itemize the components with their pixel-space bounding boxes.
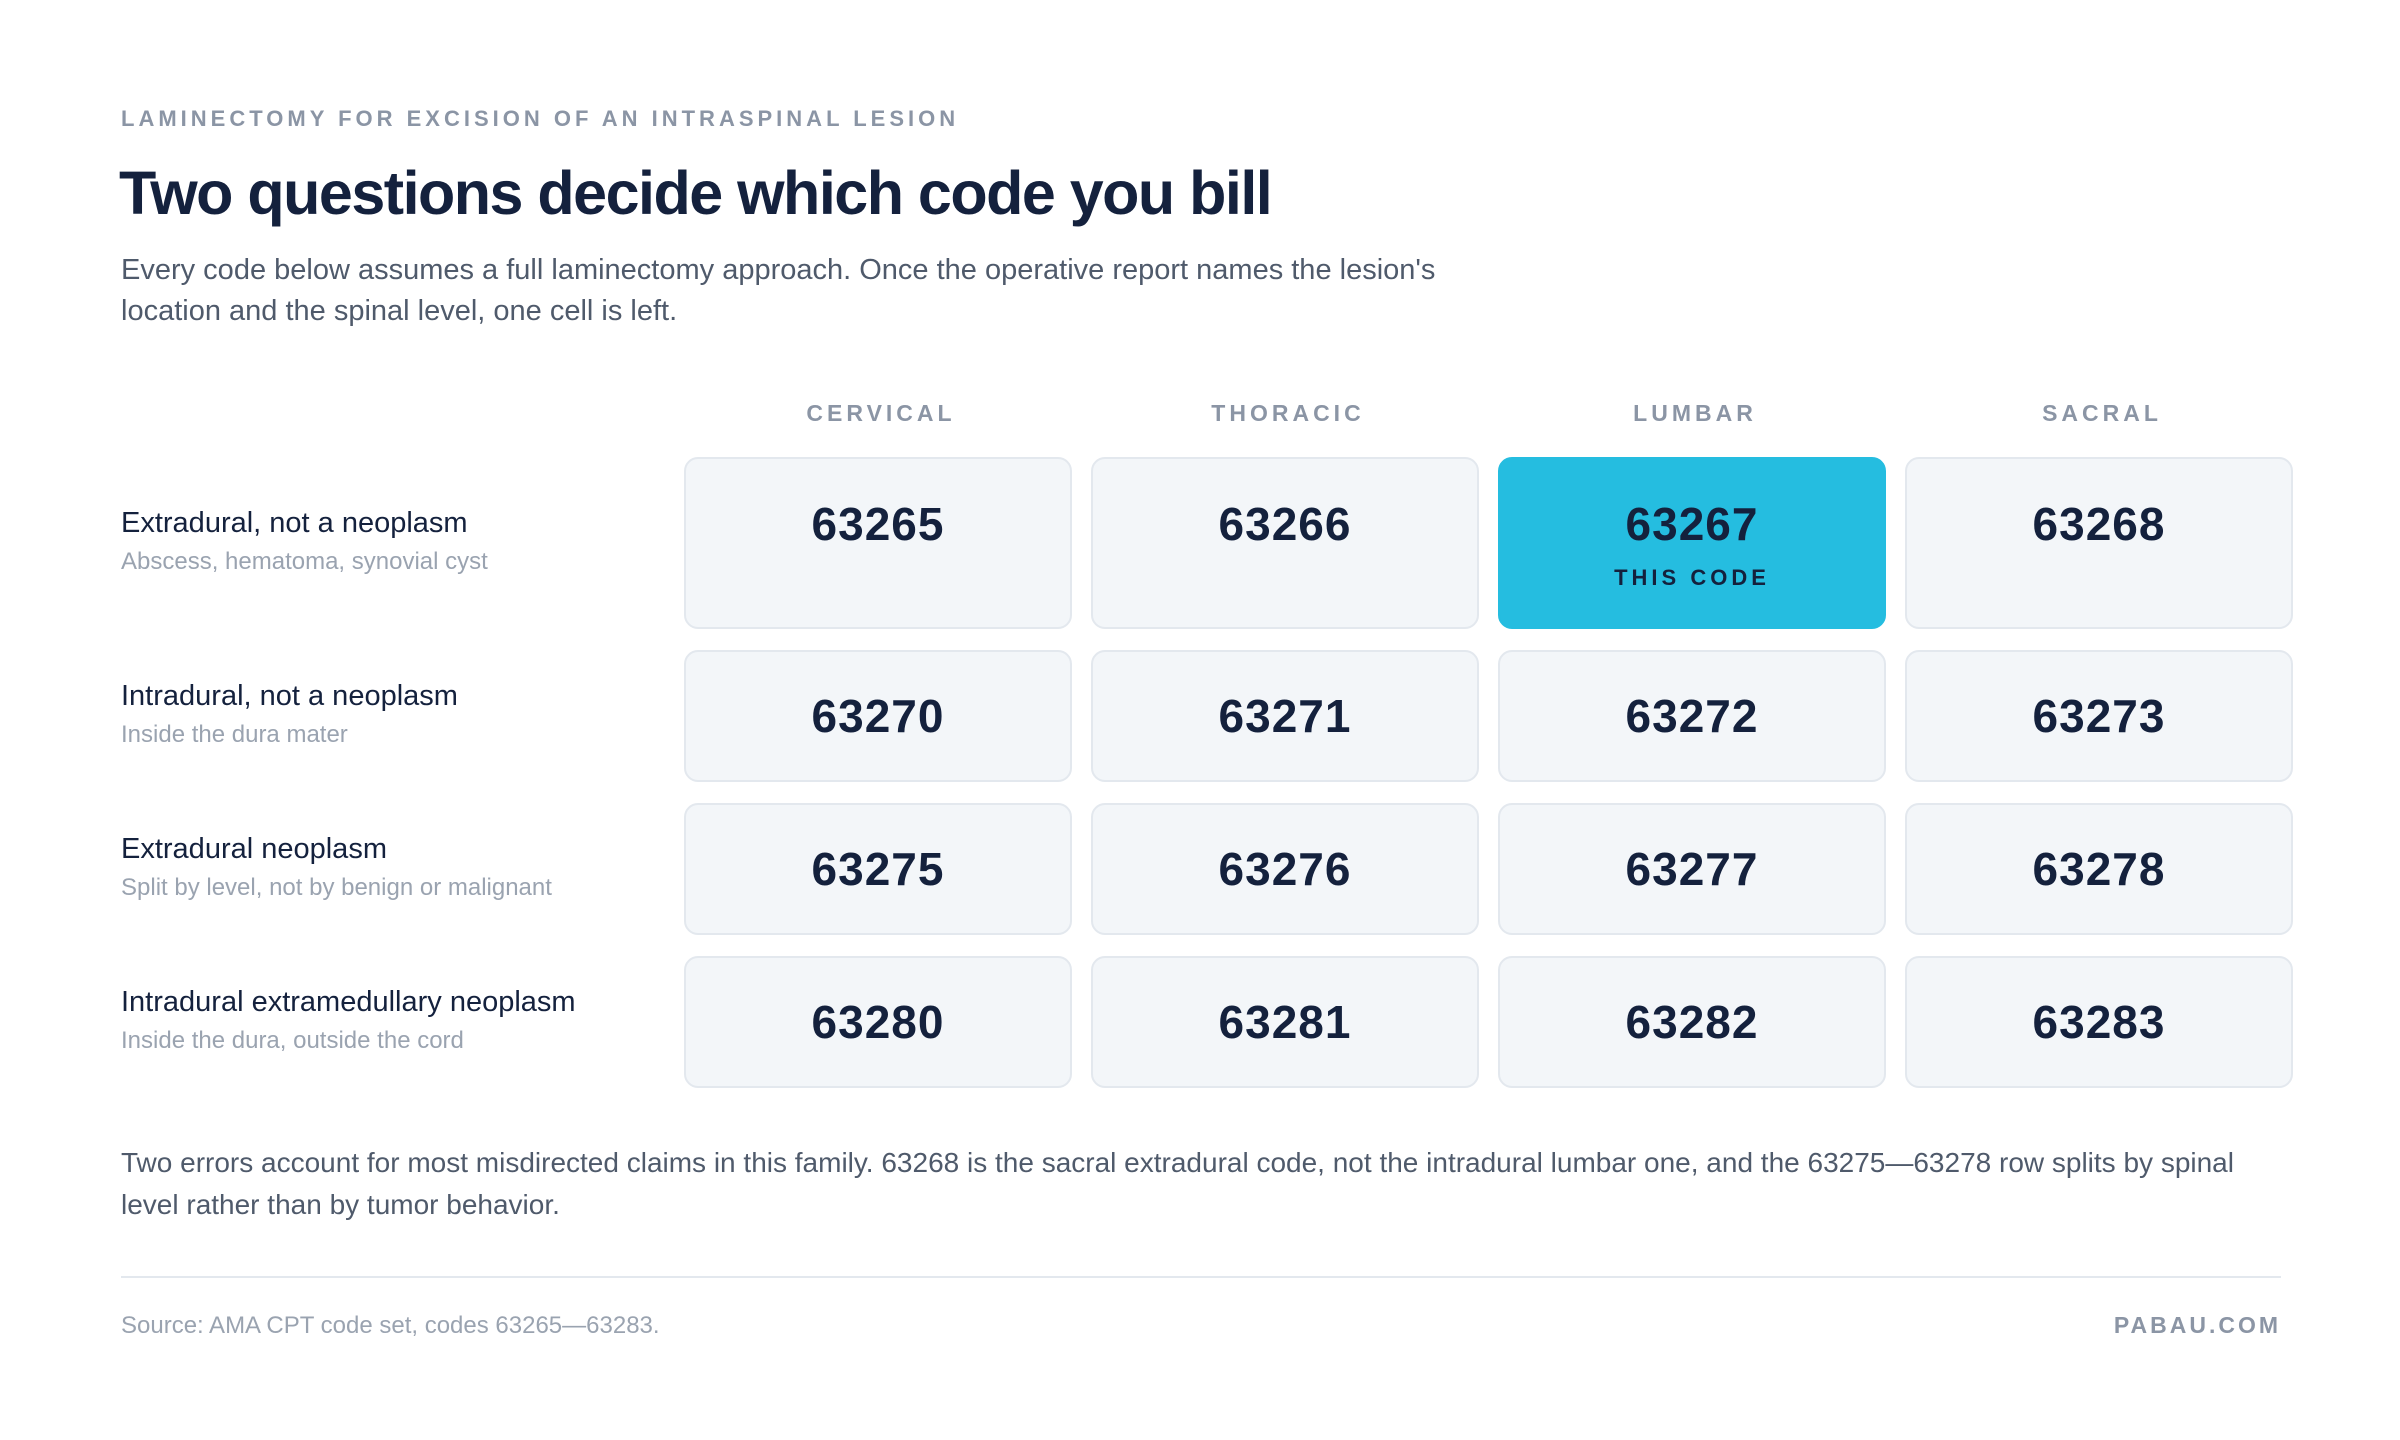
code-cell: 63283 — [1905, 956, 2293, 1088]
column-header-thoracic: THORACIC — [1211, 400, 1365, 426]
code-value: 63270 — [811, 690, 945, 742]
code-cell: 63268 — [1905, 457, 2293, 629]
row-subtitle: Inside the dura, outside the cord — [121, 1027, 464, 1054]
column-header-lumbar: LUMBAR — [1633, 400, 1757, 426]
code-cell: 63270 — [684, 650, 1072, 782]
code-value: 63271 — [1218, 690, 1352, 742]
row-label-intradural-non-neoplasm: Intradural, not a neoplasm Inside the du… — [121, 678, 458, 750]
code-cell: 63275 — [684, 803, 1072, 935]
code-value: 63278 — [2032, 843, 2166, 895]
column-header-sacral: SACRAL — [2042, 400, 2162, 426]
code-value: 63266 — [1218, 498, 1352, 550]
column-header-cervical: CERVICAL — [806, 400, 956, 426]
code-cell: 63280 — [684, 956, 1072, 1088]
code-value: 63281 — [1218, 996, 1352, 1048]
page-subtitle: Every code below assumes a full laminect… — [121, 254, 1436, 327]
code-value: 63275 — [811, 843, 945, 895]
row-label-extradural-neoplasm: Extradural neoplasm Split by level, not … — [121, 831, 552, 903]
divider — [121, 1276, 2281, 1278]
code-cell: 63282 — [1498, 956, 1886, 1088]
code-cell: 63271 — [1091, 650, 1479, 782]
code-value: 63280 — [811, 996, 945, 1048]
row-title: Extradural, not a neoplasm — [121, 507, 468, 539]
code-value: 63265 — [811, 498, 945, 550]
row-subtitle: Inside the dura mater — [121, 721, 348, 748]
code-value: 63283 — [2032, 996, 2166, 1048]
row-subtitle: Abscess, hematoma, synovial cyst — [121, 548, 488, 575]
code-cell: 63278 — [1905, 803, 2293, 935]
code-value: 63267 — [1625, 498, 1759, 550]
code-value: 63277 — [1625, 843, 1759, 895]
footnote: Two errors account for most misdirected … — [121, 1147, 2234, 1220]
code-cell: 63277 — [1498, 803, 1886, 935]
code-cell: 63281 — [1091, 956, 1479, 1088]
code-value: 63272 — [1625, 690, 1759, 742]
code-cell: 63266 — [1091, 457, 1479, 629]
row-label-intradural-extramedullary-neoplasm: Intradural extramedullary neoplasm Insid… — [121, 984, 576, 1056]
brand-link[interactable]: PABAU.COM — [2113, 1312, 2281, 1338]
code-value: 63282 — [1625, 996, 1759, 1048]
row-title: Intradural, not a neoplasm — [121, 680, 458, 712]
this-code-tag: THIS CODE — [1614, 565, 1770, 590]
code-value: 63273 — [2032, 690, 2166, 742]
code-cell-selected: 63267 THIS CODE — [1498, 457, 1886, 629]
code-value: 63268 — [2032, 498, 2166, 550]
eyebrow: LAMINECTOMY FOR EXCISION OF AN INTRASPIN… — [121, 106, 960, 131]
code-cell: 63273 — [1905, 650, 2293, 782]
code-cell: 63265 — [684, 457, 1072, 629]
page-title: Two questions decide which code you bill — [119, 159, 1273, 227]
row-title: Extradural neoplasm — [121, 833, 387, 865]
code-cell: 63276 — [1091, 803, 1479, 935]
row-title: Intradural extramedullary neoplasm — [121, 986, 576, 1018]
row-subtitle: Split by level, not by benign or maligna… — [121, 874, 552, 901]
code-cell: 63272 — [1498, 650, 1886, 782]
row-label-extradural-non-neoplasm: Extradural, not a neoplasm Abscess, hema… — [121, 505, 488, 577]
code-value: 63276 — [1218, 843, 1352, 895]
source-text: Source: AMA CPT code set, codes 63265—63… — [121, 1312, 660, 1339]
